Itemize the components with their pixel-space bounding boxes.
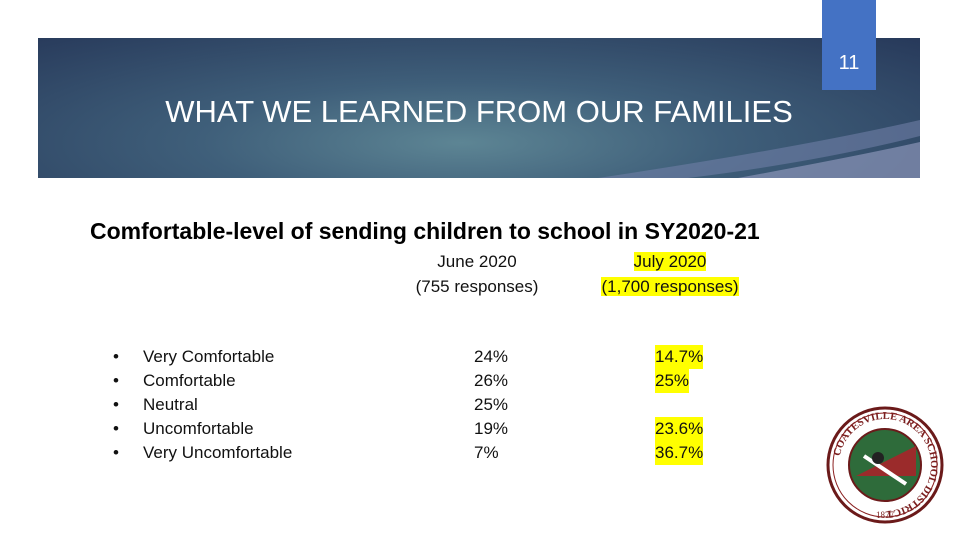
cell-value: 14.7% bbox=[655, 345, 704, 369]
banner-swoosh bbox=[598, 120, 920, 178]
cell-value: 19% bbox=[474, 419, 509, 438]
slide-number-box bbox=[822, 0, 876, 90]
column-header: June 2020 (755 responses) bbox=[377, 249, 577, 299]
row-label: Very Comfortable bbox=[143, 347, 275, 366]
district-logo: COATESVILLE AREA SCHOOL DISTRICT 1877 bbox=[826, 406, 944, 524]
row-label: Uncomfortable bbox=[143, 419, 254, 438]
bullet: • bbox=[113, 395, 119, 414]
cell-value: 23.6% bbox=[655, 417, 704, 441]
header-line: (1,700 responses) bbox=[601, 277, 739, 296]
cell-value: 26% bbox=[474, 371, 509, 390]
row-label: Comfortable bbox=[143, 371, 236, 390]
column-header: July 2020 (1,700 responses) bbox=[570, 249, 770, 299]
bullet: • bbox=[113, 443, 119, 462]
bullet: • bbox=[113, 371, 119, 390]
row-label: Neutral bbox=[143, 395, 198, 414]
cell-value: 25% bbox=[474, 395, 509, 414]
row-label: Very Uncomfortable bbox=[143, 443, 293, 462]
cell-value: 24% bbox=[474, 347, 509, 366]
header-line: (755 responses) bbox=[415, 277, 539, 296]
subtitle: Comfortable-level of sending children to… bbox=[90, 218, 760, 244]
bullet: • bbox=[113, 347, 119, 366]
cell-value: 36.7% bbox=[655, 441, 704, 465]
logo-year: 1877 bbox=[876, 510, 895, 520]
header-line: July 2020 bbox=[633, 252, 707, 271]
header-line: June 2020 bbox=[437, 252, 517, 271]
bullet: • bbox=[113, 419, 119, 438]
slide-number: 11 bbox=[838, 52, 860, 74]
cell-value: 25% bbox=[655, 369, 690, 393]
cell-value: 7% bbox=[474, 443, 499, 462]
slide-title: WHAT WE LEARNED FROM OUR FAMILIES bbox=[165, 94, 793, 129]
